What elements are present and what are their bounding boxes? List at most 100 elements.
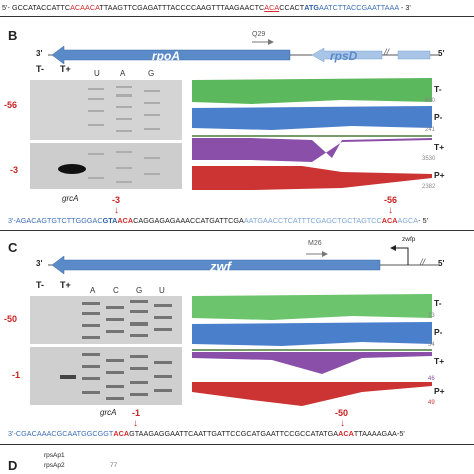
lane-label: G bbox=[148, 69, 155, 78]
promoter-label: rpsAp1 bbox=[44, 452, 65, 459]
arrow-label: -56 bbox=[384, 195, 398, 205]
gel-image-c-top bbox=[30, 296, 182, 344]
track-value: 49 bbox=[428, 400, 435, 406]
track-label: T- bbox=[434, 298, 442, 308]
grca-label: grcA bbox=[100, 408, 117, 417]
seq-part: AGCA bbox=[397, 216, 419, 225]
lane-label: U bbox=[159, 286, 165, 295]
m26-arrowhead bbox=[322, 251, 328, 257]
promoter-arrow bbox=[396, 247, 409, 265]
lane-label: G bbox=[136, 286, 143, 295]
position-label: -50 bbox=[4, 314, 18, 324]
track-label: P- bbox=[434, 327, 443, 337]
position-label: -3 bbox=[10, 165, 19, 175]
seq-highlight: ACA bbox=[113, 429, 130, 438]
seq-highlight: ACA bbox=[381, 216, 398, 225]
break-mark-c: // bbox=[420, 257, 426, 267]
track-value: 3530 bbox=[422, 156, 436, 162]
track-value: 2382 bbox=[422, 184, 436, 190]
divider bbox=[0, 16, 474, 17]
track-label: P+ bbox=[434, 170, 445, 180]
start-codon: ATG bbox=[304, 3, 320, 12]
position-label: -56 bbox=[4, 100, 18, 110]
track-label: T+ bbox=[434, 142, 445, 152]
zwf-arrow bbox=[51, 255, 381, 275]
lane-label: T- bbox=[36, 64, 44, 74]
promoter-arrowhead bbox=[390, 245, 396, 251]
rpsd-arrow bbox=[311, 47, 383, 63]
promoter-label: rpsAp2 bbox=[44, 462, 65, 469]
down-arrow-icon: ↓ bbox=[340, 418, 345, 429]
panel-letter-d: D bbox=[8, 458, 18, 473]
track-value: 890 bbox=[425, 98, 436, 104]
track-label: T+ bbox=[434, 356, 445, 366]
lane-label: T+ bbox=[60, 64, 71, 74]
track-value: 241 bbox=[425, 127, 436, 133]
coverage-tracks-b bbox=[192, 78, 432, 190]
gene-map-b bbox=[48, 39, 440, 65]
track-p-minus bbox=[192, 106, 432, 130]
gel-image-b-top bbox=[30, 80, 182, 140]
gel-image-b-bottom bbox=[30, 143, 182, 189]
track-t-plus bbox=[192, 138, 432, 162]
divider bbox=[0, 444, 474, 445]
gene-rpsd: rpsD bbox=[330, 49, 358, 63]
track-label: P- bbox=[434, 112, 443, 122]
marker-m26: M26 bbox=[308, 240, 322, 247]
seq-highlight: ACA bbox=[264, 3, 280, 12]
track-label: P+ bbox=[434, 386, 445, 396]
lane-label: A bbox=[90, 286, 96, 295]
seq-end: - 5' bbox=[418, 216, 429, 225]
track-value: 54 bbox=[428, 342, 435, 348]
seq-part: CCACT bbox=[279, 3, 305, 12]
seq-part: 3'-AGACAGTGTCTTGGGAC bbox=[8, 216, 103, 225]
lane-label: T- bbox=[36, 280, 44, 290]
seq-part: TTAAAAGAA-5' bbox=[353, 429, 405, 438]
rpoa-arrow bbox=[51, 45, 291, 65]
q29-arrowhead bbox=[268, 39, 274, 45]
track-p-plus bbox=[192, 382, 432, 406]
promoter-label: zwfp bbox=[402, 236, 416, 243]
coverage-tracks-c bbox=[192, 294, 432, 406]
position-label: -1 bbox=[12, 370, 21, 380]
sequence-c: 3'-CGACAAACGCAATGGCGGTACAGTAAGAGGAATTCAA… bbox=[8, 429, 405, 438]
prime5-c: 5' bbox=[438, 259, 445, 268]
gene-rpoa: rpoA bbox=[152, 49, 180, 63]
panel-letter-c: C bbox=[8, 240, 18, 255]
marker-label: 77 bbox=[110, 462, 118, 469]
seq-part: 3'-CGACAAACGCAATGGCGGT bbox=[8, 429, 114, 438]
break-mark-b: // bbox=[384, 47, 390, 57]
down-arrow-icon: ↓ bbox=[133, 418, 138, 429]
divider bbox=[0, 230, 474, 231]
top-sequence: 5'- GCCATACCATTCACAACATTAAGTTCGAGATTTACC… bbox=[2, 3, 411, 12]
prime3-b: 3' bbox=[36, 49, 43, 58]
seq-end: - 3' bbox=[398, 3, 411, 12]
seq-part: 5'- GCCATACCATTC bbox=[2, 3, 71, 12]
track-value: 23 bbox=[428, 313, 435, 319]
track-t-minus bbox=[192, 294, 432, 320]
prime5-b: 5' bbox=[438, 49, 445, 58]
next-gene-box bbox=[397, 50, 431, 60]
lane-label: U bbox=[94, 69, 100, 78]
seq-part: GTAAGAGGAATTCAATTGATTCCGCATGAATTCCGCCATA… bbox=[129, 429, 339, 438]
gel-image-c-bottom bbox=[30, 347, 182, 405]
down-arrow-icon: ↓ bbox=[114, 205, 119, 216]
grca-label: grcA bbox=[62, 194, 79, 203]
lane-label: T+ bbox=[60, 280, 71, 290]
panel-letter-b: B bbox=[8, 28, 18, 43]
track-label: T- bbox=[434, 84, 442, 94]
arrow-label: -3 bbox=[112, 195, 121, 205]
marker-q29: Q29 bbox=[252, 31, 266, 38]
lane-label: C bbox=[113, 286, 119, 295]
seq-highlight: ACA bbox=[117, 216, 134, 225]
lane-label: A bbox=[120, 69, 126, 78]
track-value: 46 bbox=[428, 376, 435, 382]
track-p-plus bbox=[192, 166, 432, 190]
gene-zwf: zwf bbox=[210, 259, 231, 274]
prime3-c: 3' bbox=[36, 259, 43, 268]
down-arrow-icon: ↓ bbox=[388, 205, 393, 216]
track-t-plus bbox=[192, 352, 432, 374]
gene-map-c bbox=[48, 245, 440, 275]
track-p-minus bbox=[192, 322, 432, 346]
seq-part: AATGAACCTCATTTCGAGCTGCTAGTCC bbox=[243, 216, 382, 225]
